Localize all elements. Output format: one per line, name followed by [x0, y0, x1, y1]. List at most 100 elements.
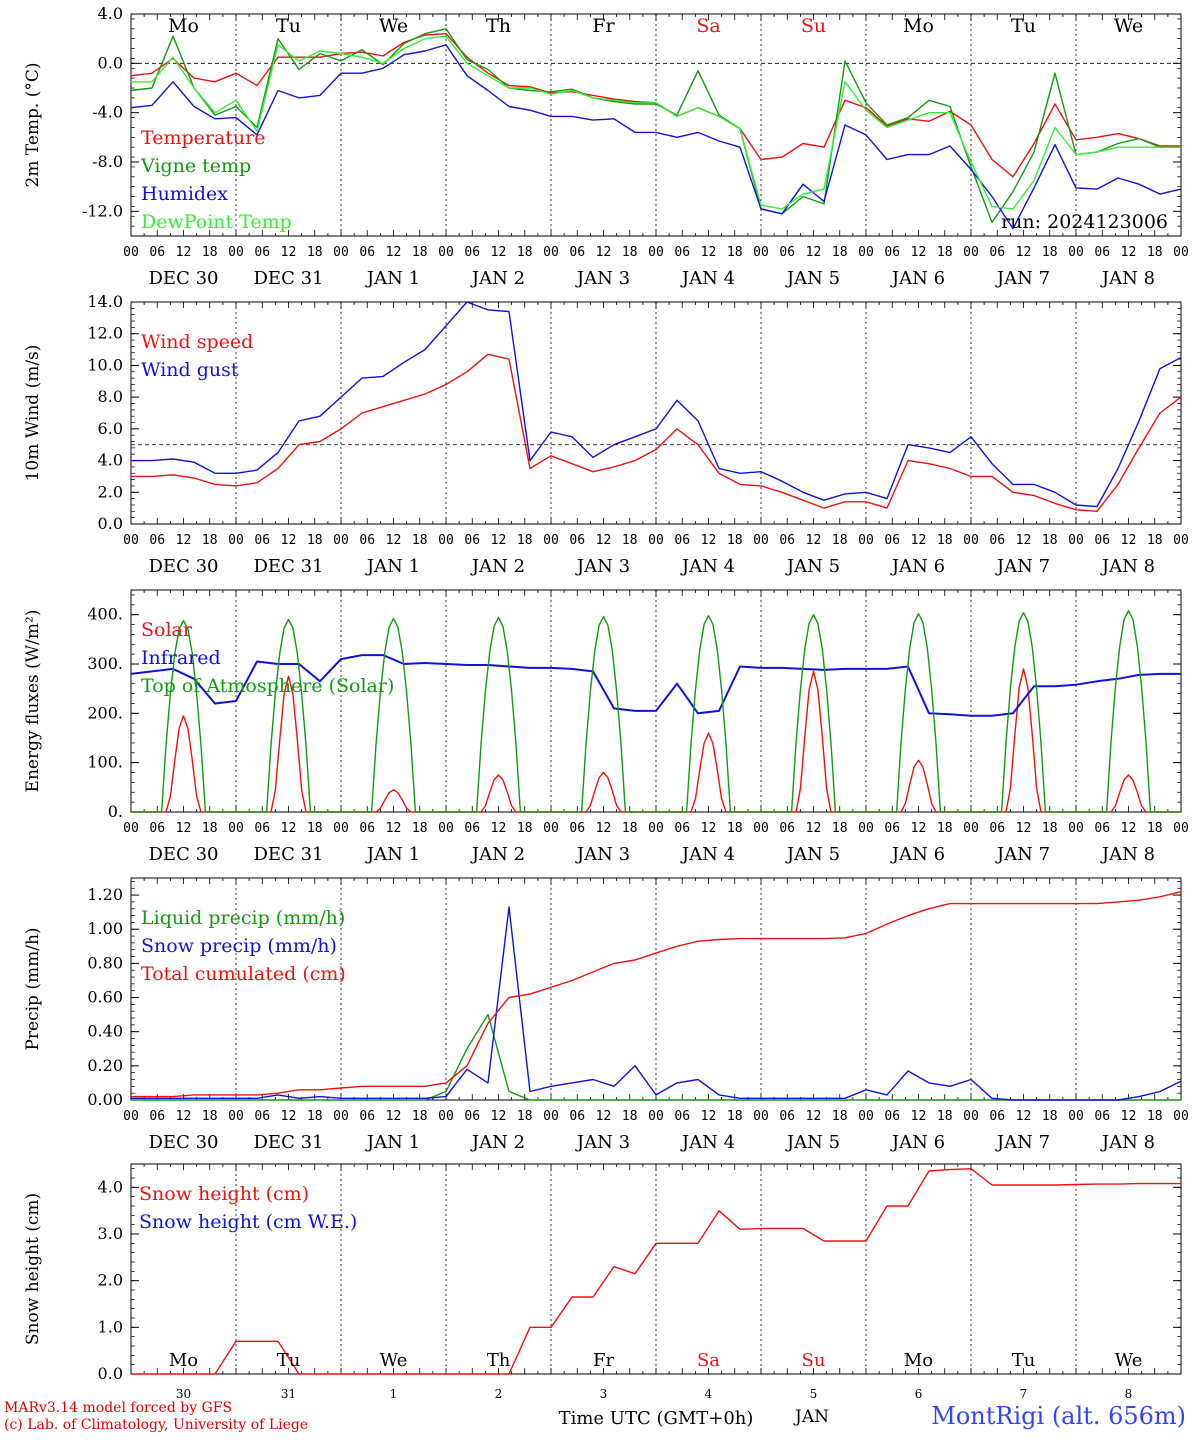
- x-hour-label: 12: [806, 533, 822, 548]
- x-hour-label: 18: [622, 1109, 638, 1124]
- y-tick-label: 400.: [87, 605, 123, 624]
- x-hour-label: 12: [386, 1109, 402, 1124]
- x-hour-label: 12: [1121, 821, 1137, 836]
- model-line: MARv3.14 model forced by GFS: [4, 1400, 308, 1417]
- x-hour-label: 12: [1016, 245, 1032, 260]
- x-date-label: JAN 5: [785, 844, 840, 865]
- x-hour-label: 12: [806, 1109, 822, 1124]
- x-hour-label: 12: [386, 245, 402, 260]
- x-hour-label: 06: [779, 245, 795, 260]
- series-line-dewpoint-temp: [131, 36, 1181, 209]
- x-hour-label: 12: [491, 245, 507, 260]
- x-date-label: JAN 3: [575, 1132, 630, 1153]
- x-date-label: JAN 8: [1100, 268, 1155, 289]
- x-hour-label: 06: [359, 245, 375, 260]
- x-hour-label: 00: [333, 1109, 349, 1124]
- legend-entry: Solar: [141, 619, 193, 641]
- weekday-label-bottom: Su: [802, 1350, 826, 1371]
- y-tick-label: 2.0: [98, 1271, 123, 1290]
- x-date-label: JAN 6: [890, 556, 945, 577]
- weekday-label-bottom: We: [1115, 1350, 1143, 1371]
- x-hour-label: 00: [438, 1109, 454, 1124]
- x-date-label: JAN 8: [1100, 844, 1155, 865]
- x-hour-label: 12: [911, 533, 927, 548]
- x-hour-label: 12: [596, 245, 612, 260]
- x-hour-label: 18: [1147, 245, 1163, 260]
- x-hour-label: 06: [569, 1109, 585, 1124]
- meteogram: 4.00.0-4.0-8.0-12.02m Temp. (°C)00 06 12 18…: [0, 0, 1194, 1440]
- x-hour-label: 00: [963, 821, 979, 836]
- x-hour-label: 00: [543, 821, 559, 836]
- x-hour-label: 06: [254, 245, 270, 260]
- x-hour-label: 06: [359, 533, 375, 548]
- y-tick-label: 0.0: [98, 53, 123, 72]
- weekday-label: Th: [486, 15, 511, 37]
- weekday-label-bottom: Sa: [697, 1350, 720, 1371]
- x-date-label: JAN 6: [890, 268, 945, 289]
- x-hour-label: 00: [648, 533, 664, 548]
- x-hour-label: 12: [176, 533, 192, 548]
- weekday-label-bottom: Tu: [277, 1350, 301, 1371]
- x-hour-label: 18: [412, 533, 428, 548]
- site-label: MontRigi (alt. 656m): [931, 1402, 1186, 1430]
- x-hour-label: 12: [1016, 533, 1032, 548]
- x-hour-label: 18: [727, 1109, 743, 1124]
- x-hour-label: 00: [753, 533, 769, 548]
- y-tick-label: 3.0: [98, 1224, 123, 1243]
- y-tick-label: 4.0: [98, 451, 123, 470]
- x-hour-label: 00: [438, 245, 454, 260]
- x-date-label: JAN 5: [785, 556, 840, 577]
- x-hour-label: 18: [727, 245, 743, 260]
- x-hour-label: 18: [1042, 245, 1058, 260]
- y-axis-label: 2m Temp. (°C): [23, 62, 43, 187]
- x-hour-label: 06: [1094, 821, 1110, 836]
- x-hour-label: 00: [753, 245, 769, 260]
- x-date-label: DEC 31: [254, 1132, 324, 1153]
- legend-entry: Wind gust: [141, 359, 239, 381]
- x-hour-label: 00: [1068, 245, 1084, 260]
- x-hour-label: 00: [333, 245, 349, 260]
- x-hour-label: 18: [307, 821, 323, 836]
- x-date-label: JAN 2: [470, 268, 525, 289]
- weekday-label-bottom: Mo: [169, 1350, 198, 1371]
- x-hour-label: 12: [386, 533, 402, 548]
- x-hour-label: 00: [333, 821, 349, 836]
- x-hour-label: 06: [674, 821, 690, 836]
- x-hour-label: 18: [517, 1109, 533, 1124]
- x-hour-label: 00: [438, 533, 454, 548]
- weekday-label: Mo: [903, 15, 934, 37]
- x-date-label: DEC 30: [149, 268, 219, 289]
- x-hour-label: 12: [281, 245, 297, 260]
- x-hour-label: 12: [491, 821, 507, 836]
- x-hour-label: 18: [832, 245, 848, 260]
- panel-2: 0.02.04.06.08.010.012.014.010m Wind (m/s…: [23, 292, 1189, 577]
- x-hour-label: 12: [701, 533, 717, 548]
- y-tick-label: 300.: [87, 654, 123, 673]
- day-number: 7: [1020, 1387, 1028, 1401]
- x-hour-label: 12: [596, 1109, 612, 1124]
- x-hour-label: 18: [202, 1109, 218, 1124]
- x-hour-label: 06: [254, 821, 270, 836]
- x-date-label: JAN 4: [680, 556, 735, 577]
- weekday-label: We: [1114, 15, 1143, 37]
- x-date-label: JAN 4: [680, 1132, 735, 1153]
- x-hour-label: 18: [1042, 1109, 1058, 1124]
- x-hour-label: 00: [228, 1109, 244, 1124]
- x-hour-label: 12: [1016, 821, 1032, 836]
- y-tick-label: 1.0: [98, 1317, 123, 1336]
- x-hour-label: 00: [1173, 821, 1189, 836]
- y-tick-label: 14.0: [87, 292, 123, 311]
- legend-entry: Infrared: [141, 647, 221, 669]
- x-hour-label: 12: [1016, 1109, 1032, 1124]
- y-tick-label: 12.0: [87, 324, 123, 343]
- x-hour-label: 00: [858, 1109, 874, 1124]
- x-hour-label: 18: [1147, 533, 1163, 548]
- y-tick-label: 1.00: [87, 919, 123, 938]
- x-hour-label: 00: [123, 245, 139, 260]
- x-hour-label: 06: [464, 1109, 480, 1124]
- x-hour-label: 00: [123, 533, 139, 548]
- x-hour-label: 12: [806, 821, 822, 836]
- x-hour-label: 18: [727, 821, 743, 836]
- x-hour-label: 00: [123, 1109, 139, 1124]
- legend-entry: Snow precip (mm/h): [141, 935, 337, 957]
